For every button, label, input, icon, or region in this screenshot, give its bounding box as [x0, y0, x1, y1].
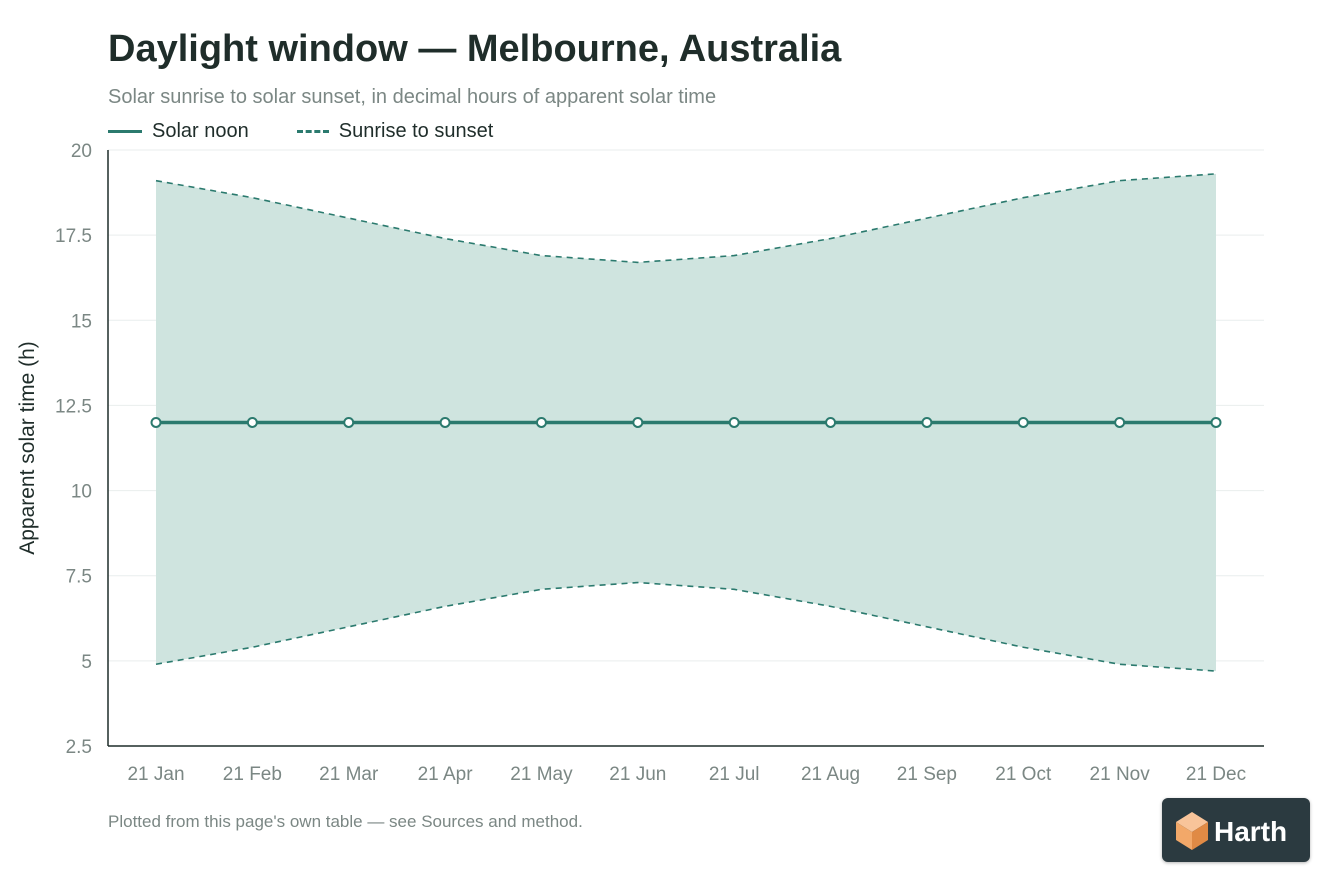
legend-swatch-solid: [108, 130, 142, 133]
solar-noon-point: [343, 416, 355, 428]
x-tick-label: 21 Dec: [1186, 764, 1246, 785]
x-tick-label: 21 Jul: [709, 764, 760, 785]
y-tick-label: 2.5: [66, 737, 92, 758]
legend-item-sunrise-sunset: Sunrise to sunset: [296, 120, 494, 143]
y-tick-label: 7.5: [66, 567, 92, 588]
y-tick-label: 20: [71, 141, 92, 162]
harth-logo: Harth: [1162, 798, 1310, 862]
y-tick-label: 5: [81, 652, 92, 673]
chart-title: Daylight window — Melbourne, Australia: [108, 28, 842, 70]
x-tick-label: 21 Jun: [609, 764, 666, 785]
solar-noon-point: [150, 416, 162, 428]
solar-noon-point: [439, 416, 451, 428]
x-tick-label: 21 Feb: [223, 764, 282, 785]
chart-subtitle: Solar sunrise to solar sunset, in decima…: [108, 86, 717, 108]
axes: [107, 150, 1264, 747]
y-tick-label: 17.5: [55, 226, 92, 247]
x-tick-label: 21 Apr: [418, 764, 474, 785]
y-axis-label: Apparent solar time (h): [16, 341, 39, 555]
y-tick-label: 10: [71, 482, 92, 503]
solar-noon-point: [1114, 416, 1126, 428]
legend-label-sunrise-sunset: Sunrise to sunset: [338, 120, 494, 142]
x-tick-label: 21 Jan: [127, 764, 184, 785]
x-tick-label: 21 Sep: [897, 764, 957, 785]
x-tick-label: 21 May: [510, 764, 573, 785]
x-tick-label: 21 Aug: [801, 764, 860, 785]
y-tick-labels: 2.5 5 7.5 10 12.5 15 17.5 20: [55, 141, 92, 758]
cube-logo-icon: Harth: [1176, 812, 1287, 850]
x-tick-label: 21 Oct: [995, 764, 1052, 785]
solar-noon-markers: [150, 416, 1222, 428]
solar-noon-point: [246, 416, 258, 428]
chart-legend: Solar noon Sunrise to sunset: [108, 120, 541, 143]
sunrise-line: [155, 581, 1217, 672]
footnote: Plotted from this page's own table — see…: [108, 812, 583, 831]
solar-noon-point: [1017, 416, 1029, 428]
solar-noon-point: [535, 416, 547, 428]
y-tick-label: 12.5: [55, 396, 92, 417]
solar-noon-point: [921, 416, 933, 428]
solar-noon-point: [825, 416, 837, 428]
solar-noon-point: [632, 416, 644, 428]
legend-swatch-dashed: [296, 130, 329, 133]
solar-noon-point: [1210, 416, 1222, 428]
legend-label-solar-noon: Solar noon: [152, 120, 249, 142]
x-tick-label: 21 Mar: [319, 764, 379, 785]
x-tick-label: 21 Nov: [1090, 764, 1151, 785]
y-tick-label: 15: [71, 311, 92, 332]
x-tick-labels: 21 Jan 21 Feb 21 Mar 21 Apr 21 May 21 Jun 21 J…: [127, 764, 1246, 785]
logo-wordmark: Harth: [1214, 816, 1287, 847]
sunset-line: [155, 173, 1217, 264]
legend-item-solar-noon: Solar noon: [108, 120, 249, 143]
solar-noon-point: [728, 416, 740, 428]
